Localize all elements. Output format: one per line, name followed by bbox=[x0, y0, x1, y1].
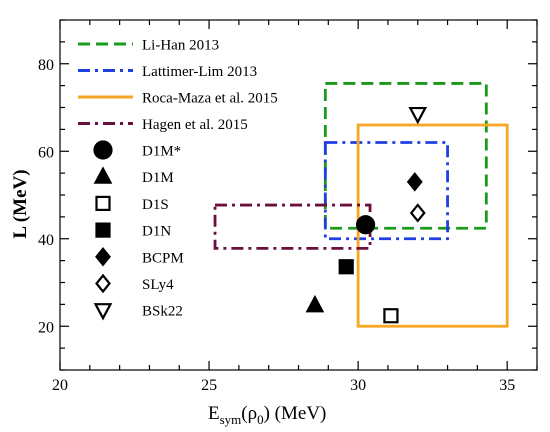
legend-marker-d1m-star bbox=[93, 140, 113, 160]
constraint-box-li-han-2013 bbox=[323, 82, 488, 230]
legend-marker-sly4 bbox=[95, 273, 111, 294]
axis-ticks: 20 25 30 35 20 40 60 80 bbox=[38, 19, 538, 394]
legend-marker-bsk22 bbox=[93, 303, 113, 321]
constraint-boxes bbox=[213, 82, 509, 328]
legend-label-d1n: D1N bbox=[142, 224, 171, 240]
legend-label-bcpm: BCPM bbox=[142, 250, 184, 266]
point-bcpm bbox=[406, 172, 423, 192]
y-tick-label: 40 bbox=[38, 232, 54, 249]
x-tick-label: 25 bbox=[201, 377, 217, 394]
point-d1n bbox=[338, 259, 354, 275]
x-tick-label: 35 bbox=[499, 377, 515, 394]
legend-label-d1m: D1M bbox=[142, 170, 174, 186]
x-axis-label-sub0: 0 bbox=[257, 412, 264, 427]
point-sly4 bbox=[409, 203, 426, 223]
legend-label-d1m-star: D1M* bbox=[142, 144, 181, 160]
plot-frame bbox=[59, 19, 538, 371]
x-axis-label-unit: ) (MeV) bbox=[264, 403, 327, 424]
y-tick-label: 60 bbox=[38, 144, 54, 161]
x-axis-label-sub: sym bbox=[220, 412, 242, 427]
legend-label-li-han-2013: Li-Han 2013 bbox=[142, 38, 219, 54]
x-tick-label: 20 bbox=[52, 377, 68, 394]
constraint-box-hagen-et-al-2015 bbox=[213, 203, 372, 250]
legend-label-roca-maza-et-al-2015: Roca-Maza et al. 2015 bbox=[142, 91, 278, 107]
y-axis-label: L (MeV) bbox=[10, 169, 31, 238]
constraint-box-lattimer-lim-2013 bbox=[323, 141, 449, 241]
legend-label-sly4: SLy4 bbox=[142, 277, 174, 293]
legend-label-lattimer-lim-2013: Lattimer-Lim 2013 bbox=[142, 64, 257, 80]
x-axis-label-rest: (ρ bbox=[241, 403, 257, 424]
legend-marker-bcpm bbox=[95, 247, 111, 267]
legend-label-hagen-et-al-2015: Hagen et al. 2015 bbox=[142, 117, 248, 133]
x-tick-label: 30 bbox=[350, 377, 366, 394]
legend-label-bsk22: BSk22 bbox=[142, 304, 183, 320]
constraint-box-roca-maza-et-al-2015 bbox=[356, 123, 509, 328]
point-d1m-star bbox=[355, 215, 376, 235]
y-tick-label: 20 bbox=[38, 319, 54, 336]
legend: Li-Han 2013 Lattimer-Lim 2013 Roca-Maza et… bbox=[78, 38, 278, 321]
legend-marker-d1s bbox=[95, 195, 111, 211]
y-tick-label: 80 bbox=[38, 57, 54, 74]
x-axis-label-main: E bbox=[208, 403, 220, 424]
data-points bbox=[305, 106, 428, 324]
point-bsk22 bbox=[408, 106, 428, 125]
point-d1s bbox=[383, 308, 399, 324]
point-d1m bbox=[305, 294, 325, 313]
legend-label-d1s: D1S bbox=[142, 197, 169, 213]
legend-marker-d1m bbox=[93, 166, 113, 184]
x-axis-label: Esym(ρ0) (MeV) bbox=[208, 403, 326, 427]
legend-marker-d1n bbox=[95, 222, 111, 238]
